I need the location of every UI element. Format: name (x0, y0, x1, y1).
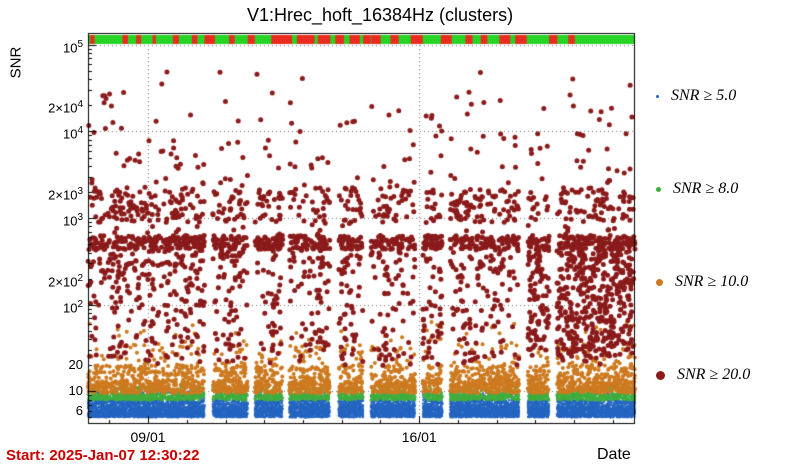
legend-label: SNR ≥ 5.0 (671, 87, 737, 104)
x-axis-label: Date (597, 446, 631, 463)
y-tick-label: 2×104 (48, 99, 83, 116)
y-tick-label: 10 (68, 383, 83, 399)
y-tick-label: 105 (62, 38, 83, 56)
x-tick-label: 16/01 (401, 429, 437, 445)
x-tick-label: 09/01 (130, 429, 166, 445)
y-tick-label: 20 (68, 357, 83, 373)
y-tick-label: 2×102 (48, 272, 83, 289)
legend-label: SNR ≥ 20.0 (677, 366, 751, 383)
legend-item: SNR ≥ 8.0 (656, 180, 738, 198)
legend-label: SNR ≥ 10.0 (675, 273, 749, 290)
y-tick-label: 2×103 (48, 186, 83, 203)
legend-marker-icon (656, 278, 663, 286)
y-tick-label: 104 (62, 125, 83, 142)
legend-marker-icon (656, 186, 661, 192)
chart-title: V1:Hrec_hoft_16384Hz (clusters) (246, 5, 514, 25)
start-timestamp-label: Start: 2025-Jan-07 12:30:22 (6, 447, 200, 464)
legend-item: SNR ≥ 5.0 (656, 87, 736, 105)
legend-label: SNR ≥ 8.0 (673, 180, 739, 197)
legend-item: SNR ≥ 20.0 (656, 366, 750, 384)
legend-item: SNR ≥ 10.0 (656, 273, 748, 291)
y-tick-label: 102 (62, 298, 83, 316)
y-tick-label: 103 (62, 212, 83, 229)
y-tick-label: 6 (75, 402, 83, 418)
legend-marker-icon (656, 94, 659, 98)
legend-marker-icon (656, 370, 665, 380)
